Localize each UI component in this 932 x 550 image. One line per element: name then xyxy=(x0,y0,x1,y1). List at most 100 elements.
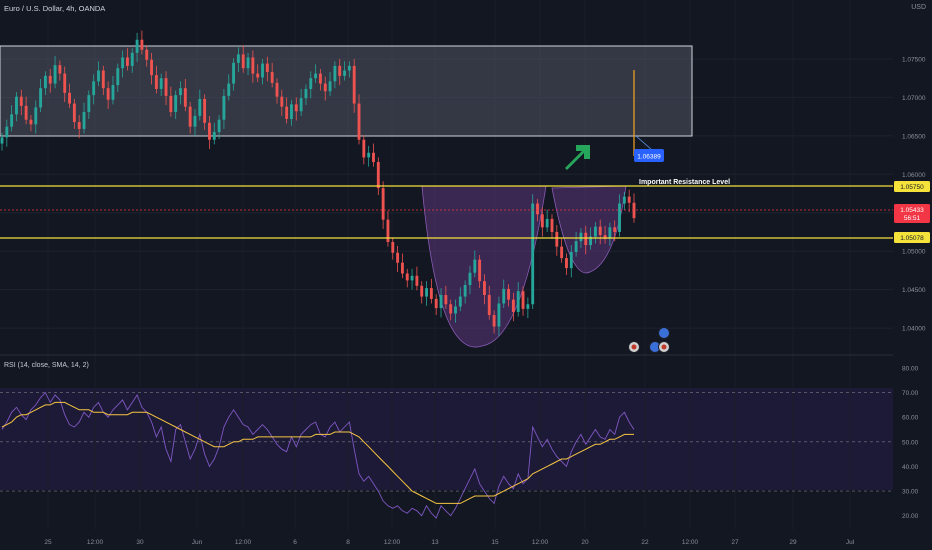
candle[interactable] xyxy=(584,232,588,246)
candle[interactable] xyxy=(449,304,453,314)
candle[interactable] xyxy=(290,104,293,119)
candle[interactable] xyxy=(507,288,511,300)
candle[interactable] xyxy=(458,296,462,307)
candle[interactable] xyxy=(174,95,178,113)
candle[interactable] xyxy=(492,315,496,327)
candle[interactable] xyxy=(130,52,134,66)
candle[interactable] xyxy=(463,285,467,297)
candle[interactable] xyxy=(593,226,597,237)
candle[interactable] xyxy=(434,298,438,309)
candle[interactable] xyxy=(150,59,153,76)
candle[interactable] xyxy=(347,65,351,71)
candle[interactable] xyxy=(68,92,71,104)
candle[interactable] xyxy=(212,132,216,140)
candle[interactable] xyxy=(19,96,23,106)
candle[interactable] xyxy=(622,196,626,204)
candle[interactable] xyxy=(227,83,231,96)
candle[interactable] xyxy=(343,70,346,76)
economic-events[interactable] xyxy=(628,327,670,353)
candle[interactable] xyxy=(72,103,76,123)
supply-zone[interactable] xyxy=(0,45,693,137)
candle[interactable] xyxy=(569,251,573,269)
candle[interactable] xyxy=(362,139,366,158)
candle[interactable] xyxy=(48,75,52,84)
candle[interactable] xyxy=(246,57,250,69)
candle[interactable] xyxy=(34,107,38,125)
candle[interactable] xyxy=(261,63,264,78)
candle[interactable] xyxy=(154,75,158,89)
rsi-panel[interactable]: 80.00 70.00 60.00 50.00 40.00 30.00 20.00 xyxy=(0,365,919,520)
candle[interactable] xyxy=(299,98,303,112)
candle[interactable] xyxy=(232,62,236,84)
candle[interactable] xyxy=(367,152,371,158)
candle[interactable] xyxy=(63,73,67,93)
candle[interactable] xyxy=(101,70,105,89)
candle[interactable] xyxy=(420,285,424,297)
candle[interactable] xyxy=(159,78,163,89)
candle[interactable] xyxy=(396,252,400,263)
candle[interactable] xyxy=(608,227,612,239)
rsi-sma-line[interactable] xyxy=(1,401,634,504)
candle[interactable] xyxy=(632,202,636,219)
candle[interactable] xyxy=(550,218,554,232)
candle[interactable] xyxy=(478,259,482,282)
candle[interactable] xyxy=(444,295,448,305)
candle[interactable] xyxy=(318,73,322,84)
candle[interactable] xyxy=(304,88,308,99)
candle[interactable] xyxy=(536,203,539,215)
candle[interactable] xyxy=(208,122,211,140)
candle[interactable] xyxy=(473,259,477,273)
candle[interactable] xyxy=(386,219,390,242)
candle[interactable] xyxy=(309,78,313,89)
candle[interactable] xyxy=(555,231,559,247)
candle[interactable] xyxy=(531,203,535,305)
candle[interactable] xyxy=(198,98,202,116)
candle[interactable] xyxy=(15,96,18,115)
candle[interactable] xyxy=(381,188,385,220)
candle[interactable] xyxy=(352,65,356,104)
candle[interactable] xyxy=(565,258,568,269)
candle[interactable] xyxy=(454,306,457,314)
candle[interactable] xyxy=(405,273,409,281)
candle[interactable] xyxy=(203,98,207,123)
candle[interactable] xyxy=(111,85,115,100)
candle[interactable] xyxy=(43,75,47,89)
candle[interactable] xyxy=(294,104,298,112)
candle[interactable] xyxy=(314,73,318,79)
candle[interactable] xyxy=(106,88,110,100)
candle[interactable] xyxy=(439,295,443,309)
candle[interactable] xyxy=(82,112,86,129)
candle[interactable] xyxy=(24,105,28,120)
rsi-line[interactable] xyxy=(1,391,635,519)
candle[interactable] xyxy=(468,272,472,286)
eu-flag-icon[interactable] xyxy=(658,327,670,339)
candle[interactable] xyxy=(77,122,81,129)
candle[interactable] xyxy=(217,119,221,133)
candle[interactable] xyxy=(179,88,182,96)
candle[interactable] xyxy=(145,49,149,60)
candle[interactable] xyxy=(574,241,578,252)
candle[interactable] xyxy=(483,281,486,296)
candle[interactable] xyxy=(516,291,520,312)
candle[interactable] xyxy=(121,57,125,69)
candle[interactable] xyxy=(400,262,404,274)
candle[interactable] xyxy=(502,288,506,304)
candle[interactable] xyxy=(627,196,631,203)
candle[interactable] xyxy=(39,88,43,108)
candle[interactable] xyxy=(140,39,144,50)
candle[interactable] xyxy=(10,114,14,127)
candle[interactable] xyxy=(285,106,289,119)
candle[interactable] xyxy=(183,88,187,107)
candle[interactable] xyxy=(193,115,197,127)
candle[interactable] xyxy=(598,226,602,236)
candle[interactable] xyxy=(521,291,525,309)
candle[interactable] xyxy=(241,54,245,69)
candle[interactable] xyxy=(29,119,33,125)
candle[interactable] xyxy=(5,126,9,138)
candle[interactable] xyxy=(97,70,100,82)
candle[interactable] xyxy=(265,63,269,73)
candle[interactable] xyxy=(589,236,593,246)
candle[interactable] xyxy=(425,288,428,297)
candle[interactable] xyxy=(116,68,120,86)
